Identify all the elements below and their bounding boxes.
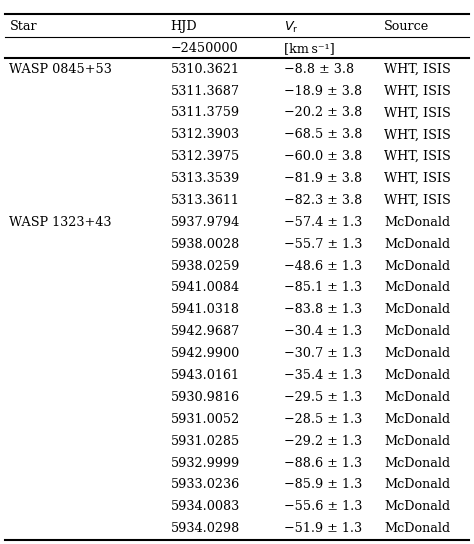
Text: McDonald: McDonald: [384, 281, 450, 294]
Text: WHT, ISIS: WHT, ISIS: [384, 63, 451, 76]
Text: 5941.0318: 5941.0318: [171, 304, 240, 317]
Text: McDonald: McDonald: [384, 435, 450, 448]
Text: 5941.0084: 5941.0084: [171, 281, 240, 294]
Text: McDonald: McDonald: [384, 500, 450, 514]
Text: McDonald: McDonald: [384, 304, 450, 317]
Text: 5937.9794: 5937.9794: [171, 216, 240, 229]
Text: 5942.9900: 5942.9900: [171, 347, 240, 360]
Text: McDonald: McDonald: [384, 413, 450, 426]
Text: −2450000: −2450000: [171, 42, 238, 55]
Text: −57.4 ± 1.3: −57.4 ± 1.3: [284, 216, 363, 229]
Text: [km s⁻¹]: [km s⁻¹]: [284, 42, 335, 55]
Text: −85.9 ± 1.3: −85.9 ± 1.3: [284, 478, 363, 491]
Text: WHT, ISIS: WHT, ISIS: [384, 107, 451, 120]
Text: 5930.9816: 5930.9816: [171, 391, 240, 404]
Text: WASP 1323+43: WASP 1323+43: [9, 216, 112, 229]
Text: HJD: HJD: [171, 21, 197, 34]
Text: Source: Source: [384, 21, 429, 34]
Text: McDonald: McDonald: [384, 522, 450, 535]
Text: McDonald: McDonald: [384, 347, 450, 360]
Text: −88.6 ± 1.3: −88.6 ± 1.3: [284, 456, 363, 469]
Text: 5933.0236: 5933.0236: [171, 478, 240, 491]
Text: 5938.0259: 5938.0259: [171, 259, 240, 273]
Text: 5931.0052: 5931.0052: [171, 413, 240, 426]
Text: 5934.0298: 5934.0298: [171, 522, 240, 535]
Text: −48.6 ± 1.3: −48.6 ± 1.3: [284, 259, 363, 273]
Text: 5313.3539: 5313.3539: [171, 172, 240, 185]
Text: 5313.3611: 5313.3611: [171, 194, 239, 207]
Text: −55.7 ± 1.3: −55.7 ± 1.3: [284, 238, 363, 251]
Text: −30.4 ± 1.3: −30.4 ± 1.3: [284, 325, 363, 338]
Text: −81.9 ± 3.8: −81.9 ± 3.8: [284, 172, 363, 185]
Text: −20.2 ± 3.8: −20.2 ± 3.8: [284, 107, 363, 120]
Text: −51.9 ± 1.3: −51.9 ± 1.3: [284, 522, 363, 535]
Text: WASP 0845+53: WASP 0845+53: [9, 63, 112, 76]
Text: WHT, ISIS: WHT, ISIS: [384, 128, 451, 141]
Text: 5938.0028: 5938.0028: [171, 238, 240, 251]
Text: −8.8 ± 3.8: −8.8 ± 3.8: [284, 63, 355, 76]
Text: McDonald: McDonald: [384, 369, 450, 382]
Text: 5312.3903: 5312.3903: [171, 128, 240, 141]
Text: 5934.0083: 5934.0083: [171, 500, 240, 514]
Text: 5311.3759: 5311.3759: [171, 107, 240, 120]
Text: McDonald: McDonald: [384, 325, 450, 338]
Text: WHT, ISIS: WHT, ISIS: [384, 172, 451, 185]
Text: $V_{\rm r}$: $V_{\rm r}$: [284, 20, 299, 34]
Text: McDonald: McDonald: [384, 456, 450, 469]
Text: −68.5 ± 3.8: −68.5 ± 3.8: [284, 128, 363, 141]
Text: −29.2 ± 1.3: −29.2 ± 1.3: [284, 435, 363, 448]
Text: 5932.9999: 5932.9999: [171, 456, 240, 469]
Text: 5943.0161: 5943.0161: [171, 369, 240, 382]
Text: −83.8 ± 1.3: −83.8 ± 1.3: [284, 304, 363, 317]
Text: −18.9 ± 3.8: −18.9 ± 3.8: [284, 84, 363, 97]
Text: −85.1 ± 1.3: −85.1 ± 1.3: [284, 281, 363, 294]
Text: 5931.0285: 5931.0285: [171, 435, 240, 448]
Text: −55.6 ± 1.3: −55.6 ± 1.3: [284, 500, 363, 514]
Text: McDonald: McDonald: [384, 259, 450, 273]
Text: McDonald: McDonald: [384, 238, 450, 251]
Text: 5310.3621: 5310.3621: [171, 63, 240, 76]
Text: McDonald: McDonald: [384, 478, 450, 491]
Text: WHT, ISIS: WHT, ISIS: [384, 150, 451, 163]
Text: McDonald: McDonald: [384, 391, 450, 404]
Text: −29.5 ± 1.3: −29.5 ± 1.3: [284, 391, 363, 404]
Text: 5311.3687: 5311.3687: [171, 84, 240, 97]
Text: −30.7 ± 1.3: −30.7 ± 1.3: [284, 347, 363, 360]
Text: Star: Star: [9, 21, 37, 34]
Text: WHT, ISIS: WHT, ISIS: [384, 194, 451, 207]
Text: −82.3 ± 3.8: −82.3 ± 3.8: [284, 194, 363, 207]
Text: 5942.9687: 5942.9687: [171, 325, 240, 338]
Text: −60.0 ± 3.8: −60.0 ± 3.8: [284, 150, 363, 163]
Text: −35.4 ± 1.3: −35.4 ± 1.3: [284, 369, 363, 382]
Text: WHT, ISIS: WHT, ISIS: [384, 84, 451, 97]
Text: −28.5 ± 1.3: −28.5 ± 1.3: [284, 413, 363, 426]
Text: McDonald: McDonald: [384, 216, 450, 229]
Text: 5312.3975: 5312.3975: [171, 150, 240, 163]
